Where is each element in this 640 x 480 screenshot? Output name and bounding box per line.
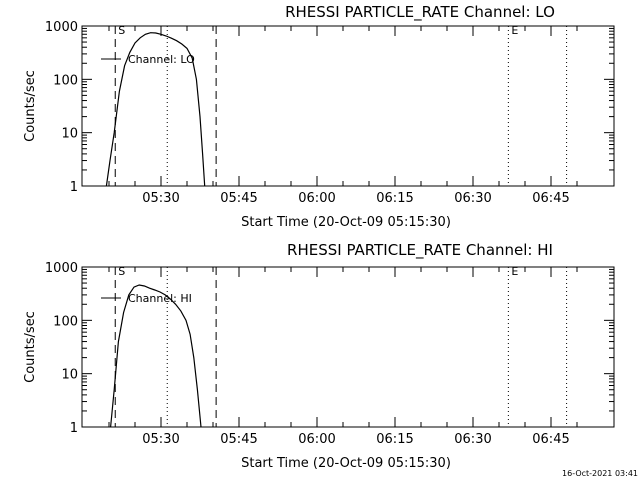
y-axis-ticks (82, 266, 614, 428)
time-marker-label: E (511, 265, 518, 278)
x-axis-ticks (108, 267, 578, 427)
x-tick-label: 05:45 (220, 432, 257, 447)
time-marker-label: S (118, 265, 125, 278)
footer-timestamp: 16-Oct-2021 03:41 (562, 469, 638, 478)
y-axis-label: Counts/sec (23, 311, 38, 383)
legend-label: Channel: LO (128, 53, 195, 66)
x-tick-label: 06:45 (532, 432, 569, 447)
chart-title: RHESSI PARTICLE_RATE Channel: LO (285, 3, 555, 22)
y-tick-label: 1 (70, 421, 78, 436)
y-axis-label: Counts/sec (23, 70, 38, 142)
legend-label: Channel: HI (128, 292, 192, 305)
x-tick-label: 06:30 (454, 191, 491, 206)
x-tick-label: 06:00 (298, 191, 335, 206)
lo-channel-panel: RHESSI PARTICLE_RATE Channel: LO 1 10 100 10… (23, 3, 615, 230)
x-tick-label: 06:00 (298, 432, 335, 447)
x-axis-label: Start Time (20-Oct-09 05:15:30) (241, 215, 451, 230)
y-axis-ticks (82, 25, 614, 187)
x-tick-label: 06:15 (376, 432, 413, 447)
x-axis-label: Start Time (20-Oct-09 05:15:30) (241, 456, 451, 471)
time-marker-label: S (118, 24, 125, 37)
chart-title: RHESSI PARTICLE_RATE Channel: HI (287, 241, 553, 260)
x-tick-label: 06:45 (532, 191, 569, 206)
y-tick-label: 1000 (45, 20, 78, 35)
plot-frame (81, 266, 615, 428)
x-tick-label: 06:15 (376, 191, 413, 206)
x-tick-label: 05:45 (220, 191, 257, 206)
y-tick-label: 100 (53, 73, 78, 88)
y-tick-label: 1000 (45, 261, 78, 276)
y-tick-label: 10 (61, 127, 78, 142)
x-tick-label: 05:30 (142, 432, 179, 447)
time-marker-label: E (511, 24, 518, 37)
y-tick-label: 1 (70, 180, 78, 195)
data-line (110, 284, 202, 428)
data-line (105, 32, 206, 187)
x-tick-label: 06:30 (454, 432, 491, 447)
y-tick-label: 10 (61, 368, 78, 383)
y-tick-label: 100 (53, 314, 78, 329)
hi-channel-panel: RHESSI PARTICLE_RATE Channel: HI 1 10 100 10… (23, 241, 615, 471)
x-tick-label: 05:30 (142, 191, 179, 206)
plot-frame (81, 25, 615, 187)
x-axis-ticks (108, 26, 578, 186)
